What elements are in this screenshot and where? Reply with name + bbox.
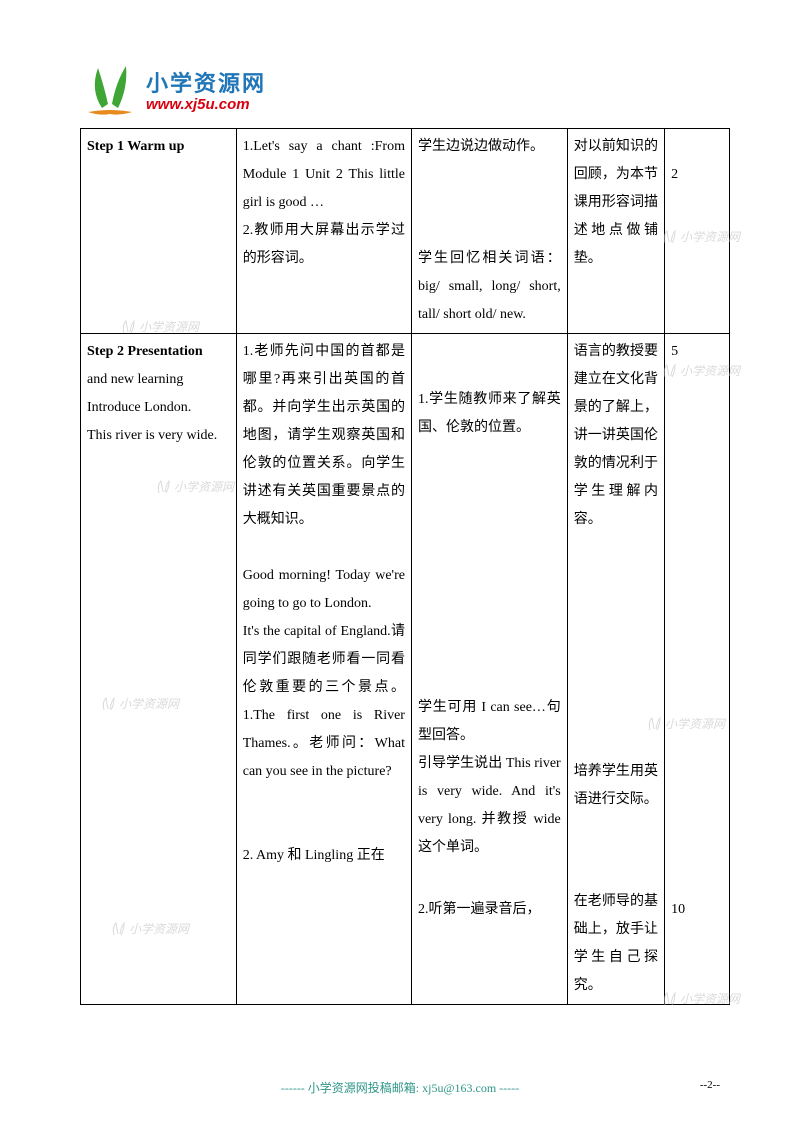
text: Good morning! Today we're going to go to… (243, 562, 405, 786)
logo-text: 小学资源网 www.xj5u.com (146, 66, 266, 113)
text: 对以前知识的回顾，为本节课用形容词描述地点做铺垫。 (574, 133, 658, 273)
cell-step1-design: 对以前知识的回顾，为本节课用形容词描述地点做铺垫。 (567, 129, 664, 334)
text: 学生回忆相关词语：big/ small, long/ short, tall/ … (418, 245, 561, 329)
text: 学生边说边做动作。 (418, 133, 561, 161)
text: 2. Amy 和 Lingling 正在 (243, 842, 405, 870)
text: and new learning Introduce London. This … (87, 366, 230, 450)
cell-step2-student: 1.学生随教师来了解英国、伦敦的位置。 学生可用 I can see…句型回答。… (411, 334, 567, 1005)
text: 在老师导的基础上，放手让学生自己探究。 (574, 888, 658, 1000)
cell-step1-title: Step 1 Warm up (81, 129, 237, 334)
cell-step2-design: 语言的教授要建立在文化背景的了解上，讲一讲英国伦敦的情况利于学生理解内容。 培养… (567, 334, 664, 1005)
text: 1.Let's say a chant :From Module 1 Unit … (243, 133, 405, 273)
table-row: Step 2 Presentation and new learning Int… (81, 334, 730, 1005)
step2-label: Step 2 Presentation (87, 344, 203, 359)
cell-step2-time: 5 10 (665, 334, 730, 1005)
page-footer: ------ 小学资源网投稿邮箱: xj5u@163.com ----- --2… (0, 1079, 800, 1096)
text: 2 (671, 161, 723, 189)
cell-step2-teacher: 1.老师先问中国的首都是哪里?再来引出英国的首都。并向学生出示英国的地图，请学生… (236, 334, 411, 1005)
logo-url-text: www.xj5u.com (146, 96, 266, 113)
text: 2.听第一遍录音后， (418, 896, 561, 924)
footer-text: ------ 小学资源网投稿邮箱: xj5u@163.com ----- (281, 1081, 519, 1095)
text: 5 (671, 338, 723, 366)
step1-label: Step 1 Warm up (87, 139, 184, 154)
logo-leaf-icon (80, 60, 140, 118)
text: 学生可用 I can see…句型回答。 引导学生说出 This river i… (418, 694, 561, 862)
text: 10 (671, 896, 723, 924)
page-number: --2-- (700, 1079, 720, 1091)
lesson-plan-table: Step 1 Warm up 1.Let's say a chant :From… (80, 128, 730, 1005)
text: 1.老师先问中国的首都是哪里?再来引出英国的首都。并向学生出示英国的地图，请学生… (243, 338, 405, 534)
logo-area: 小学资源网 www.xj5u.com (80, 60, 730, 118)
table-row: Step 1 Warm up 1.Let's say a chant :From… (81, 129, 730, 334)
cell-step1-teacher: 1.Let's say a chant :From Module 1 Unit … (236, 129, 411, 334)
cell-step2-title: Step 2 Presentation and new learning Int… (81, 334, 237, 1005)
cell-step1-student: 学生边说边做动作。 学生回忆相关词语：big/ small, long/ sho… (411, 129, 567, 334)
text: 培养学生用英语进行交际。 (574, 758, 658, 814)
text: 语言的教授要建立在文化背景的了解上，讲一讲英国伦敦的情况利于学生理解内容。 (574, 338, 658, 534)
text: 1.学生随教师来了解英国、伦敦的位置。 (418, 386, 561, 442)
document-page: 小学资源网 www.xj5u.com Step 1 Warm up 1.Let'… (0, 0, 800, 1132)
cell-step1-time: 2 (665, 129, 730, 334)
logo-cn-text: 小学资源网 (146, 66, 266, 98)
